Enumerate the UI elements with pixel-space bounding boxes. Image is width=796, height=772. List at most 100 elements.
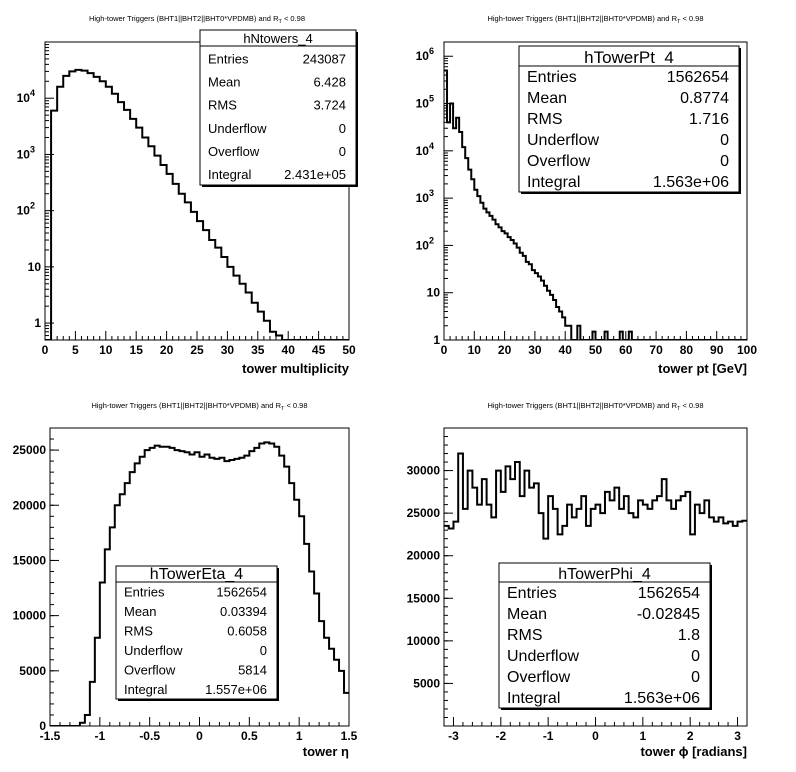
x-tick-label: 40 [282,343,296,357]
panel-hTowerPt_4: High-tower Triggers (BHT1||BHT2||BHT0*VP… [416,14,758,376]
stats-row-value: 1562654 [216,585,267,600]
histogram-line [444,69,747,340]
x-tick-label: 10 [468,343,482,357]
stats-title: hTowerEta_4 [150,566,243,583]
stats-box: hTowerPt_4 Entries 1562654 Mean 0.8774 RMS 1.7… [518,45,741,194]
stats-row-value: 1562654 [667,69,729,86]
y-tick-label: 104 [17,88,35,105]
x-tick-label: 0 [592,729,599,743]
x-tick-label: 20 [498,343,512,357]
stats-row-label: RMS [507,627,543,644]
x-axis-label: tower pt [GeV] [658,361,747,376]
stats-row-value: 1.716 [689,111,729,128]
x-tick-label: 20 [160,343,174,357]
histogram-line [45,68,349,340]
x-tick-label: 90 [710,343,724,357]
stats-row-label: Integral [507,690,560,707]
x-tick-label: 60 [619,343,633,357]
x-tick-label: 35 [251,343,265,357]
stats-row-label: Underflow [527,132,599,149]
stats-row-label: RMS [208,98,237,113]
x-axis-label: tower ϕ [radians] [640,744,747,759]
x-tick-label: 45 [312,343,326,357]
stats-row-label: Mean [507,606,547,623]
x-tick-label: -1.5 [40,729,61,743]
x-tick-label: -1 [543,729,554,743]
x-tick-label: 1.5 [341,729,358,743]
x-tick-label: 30 [528,343,542,357]
panel-hNtowers_4: High-tower Triggers (BHT1||BHT2||BHT0*VP… [17,14,358,376]
y-tick-label: 5000 [413,676,440,690]
stats-row-value: 3.724 [313,98,346,113]
y-tick-label: 1 [34,316,41,330]
y-tick-label: 0 [39,719,46,733]
y-tick-label: 104 [416,141,434,158]
stats-row-value: -0.02845 [637,606,700,623]
stats-row-label: Entries [124,585,165,600]
stats-row-value: 0 [260,643,267,658]
x-axis-label: tower η [303,744,349,759]
stats-title: hTowerPhi_4 [558,566,651,583]
stats-row-label: Integral [124,682,167,697]
stats-row-value: 0 [691,669,700,686]
x-tick-label: 40 [559,343,573,357]
x-tick-label: 50 [342,343,356,357]
x-tick-label: -1 [94,729,105,743]
stats-box: hNtowers_4 Entries 243087 Mean 6.428 RMS 3.724… [199,29,358,187]
stats-row-value: 1.557e+06 [205,682,267,697]
stats-row-value: 0.8774 [680,90,729,107]
x-tick-label: 50 [589,343,603,357]
stats-row-value: 0 [720,132,729,149]
stats-row-value: 1.563e+06 [653,174,729,191]
stats-row-value: 0 [720,153,729,170]
y-tick-label: 25000 [407,506,441,520]
stats-row-label: Overflow [527,153,591,170]
stats-row-label: Underflow [124,643,183,658]
stats-row-value: 5814 [238,663,267,678]
y-tick-label: 1 [433,333,440,347]
y-tick-label: 30000 [407,464,441,478]
stats-row-label: Overflow [208,144,260,159]
x-tick-label: 10 [99,343,113,357]
stats-row-label: Overflow [507,669,571,686]
x-tick-label: 5 [72,343,79,357]
stats-row-label: Entries [527,69,577,86]
stats-row-label: Entries [208,51,249,66]
stats-row-value: 243087 [303,51,346,66]
stats-row-value: 1562654 [638,585,700,602]
panel-hTowerEta_4: High-tower Triggers (BHT1||BHT2||BHT0*VP… [13,401,358,759]
y-tick-label: 103 [416,188,434,205]
x-tick-label: -0.5 [139,729,160,743]
x-tick-label: 2 [687,729,694,743]
y-tick-label: 25000 [13,443,47,457]
stats-row-label: Overflow [124,663,176,678]
stats-row-label: Mean [124,604,157,619]
y-tick-label: 102 [416,235,434,252]
x-tick-label: 100 [737,343,757,357]
x-tick-label: 0 [42,343,49,357]
stats-title: hNtowers_4 [243,31,312,46]
y-tick-label: 10 [427,286,441,300]
panel-title: High-tower Triggers (BHT1||BHT2||BHT0*VP… [89,14,305,25]
x-tick-label: 0 [441,343,448,357]
y-tick-label: 20000 [407,549,441,563]
y-tick-label: 102 [17,201,35,218]
x-tick-label: 25 [190,343,204,357]
x-tick-label: -3 [448,729,459,743]
stats-row-label: Entries [507,585,557,602]
stats-title: hTowerPt_4 [584,48,674,67]
panel-title: High-tower Triggers (BHT1||BHT2||BHT0*VP… [487,401,703,412]
stats-row-label: Mean [208,75,241,90]
stats-row-value: 0 [339,121,346,136]
x-tick-label: 0 [196,729,203,743]
histogram-line [444,452,747,540]
y-tick-label: 106 [416,46,434,63]
panel-hTowerPhi_4: High-tower Triggers (BHT1||BHT2||BHT0*VP… [407,401,748,759]
panel-title: High-tower Triggers (BHT1||BHT2||BHT0*VP… [91,401,307,412]
stats-row-label: RMS [527,111,563,128]
y-tick-label: 105 [416,94,434,111]
y-tick-label: 10 [28,260,42,274]
stats-row-value: 1.8 [678,627,700,644]
